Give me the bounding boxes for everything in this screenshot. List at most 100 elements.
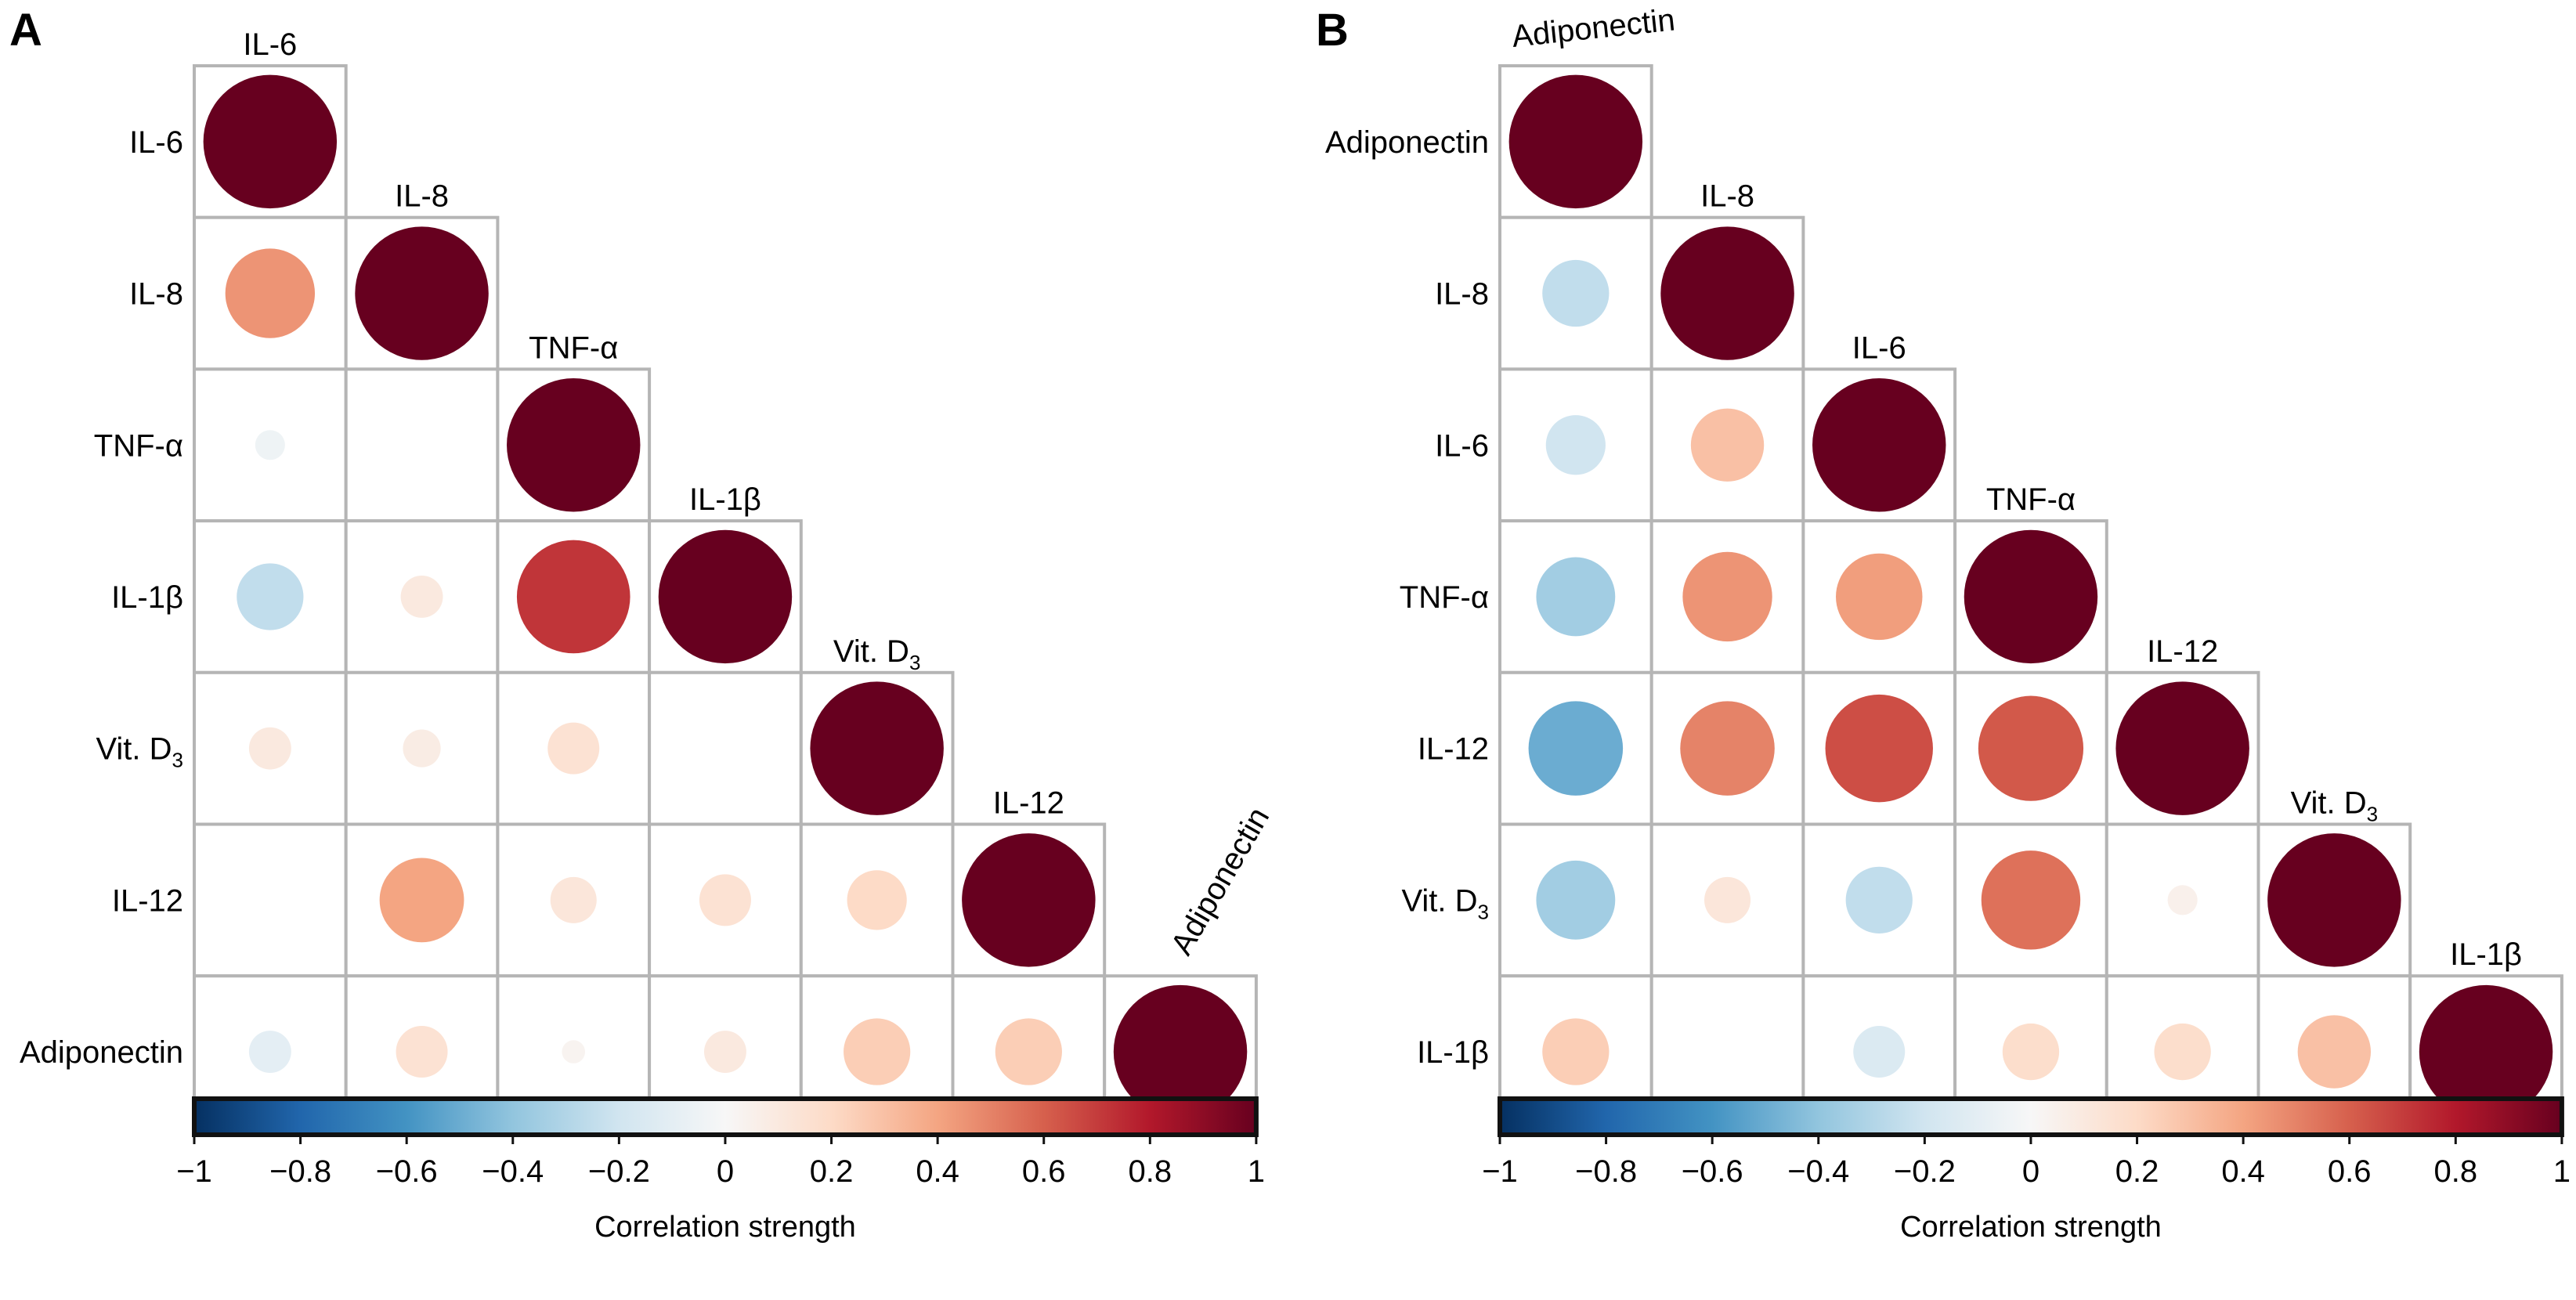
correlation-circle <box>1660 226 1794 360</box>
correlation-circle <box>2419 984 2553 1119</box>
correlation-circle <box>403 729 441 767</box>
column-label: TNF-α <box>1986 482 2076 517</box>
colorbar-tick-label: 0.2 <box>2115 1154 2159 1189</box>
row-label: IL-6 <box>129 125 183 160</box>
correlation-circle <box>658 529 793 664</box>
row-label: IL-1β <box>111 580 183 615</box>
colorbar-tick-label: 0.8 <box>2434 1154 2478 1189</box>
column-label: TNF-α <box>529 330 618 365</box>
colorbar-tick-label: 0 <box>2022 1154 2039 1189</box>
row-label: IL-8 <box>129 277 183 312</box>
correlation-circle <box>237 563 304 630</box>
colorbar-tick-label: 0.6 <box>1022 1154 1066 1189</box>
column-label: IL-12 <box>993 786 1064 821</box>
column-label: Adiponectin <box>1165 802 1277 961</box>
colorbar-tick-label: −0.2 <box>1894 1154 1956 1189</box>
column-label-main: Adiponectin <box>1165 802 1277 961</box>
colorbar-title: Correlation strength <box>1900 1211 2162 1244</box>
column-label: Vit. D3 <box>833 634 921 674</box>
row-label-main: IL-1β <box>111 580 183 615</box>
correlation-circle <box>1978 695 2084 801</box>
correlation-circle <box>995 1018 1062 1085</box>
correlation-circle <box>1680 701 1775 796</box>
circles-a <box>203 74 1248 1119</box>
colorbar <box>1498 1096 2564 1137</box>
correlation-circle <box>1682 551 1772 642</box>
circles-b <box>1508 74 2553 1119</box>
column-label-main: IL-6 <box>1852 330 1906 365</box>
correlation-circle <box>1690 408 1765 482</box>
column-label-main: IL-1β <box>689 482 761 517</box>
column-label-main: IL-12 <box>2147 634 2218 669</box>
correlation-circle <box>400 575 443 618</box>
correlation-circle <box>396 1026 448 1078</box>
correlation-circle <box>1704 876 1751 923</box>
correlation-circle <box>1528 701 1624 796</box>
row-label: Adiponectin <box>20 1035 183 1070</box>
grid-cell <box>344 367 500 523</box>
column-label: IL-8 <box>1700 179 1754 214</box>
row-label: IL-6 <box>1435 428 1489 463</box>
row-label-main: Vit. D <box>1401 883 1477 918</box>
column-label-main: IL-8 <box>1700 179 1754 214</box>
correlation-circle <box>1964 529 2098 664</box>
column-label-main: TNF-α <box>1986 482 2076 517</box>
column-label-main: Vit. D <box>2291 786 2367 821</box>
colorbar-tick-label: 0.2 <box>810 1154 854 1189</box>
grid-cell <box>648 670 803 826</box>
column-label-main: Adiponectin <box>1510 2 1677 54</box>
row-label: IL-12 <box>1418 732 1489 767</box>
colorbar-tick-label: −0.2 <box>588 1154 650 1189</box>
correlation-circle <box>844 1018 911 1085</box>
correlation-circle <box>2002 1023 2060 1081</box>
column-label: Adiponectin <box>1510 2 1677 54</box>
row-label: Vit. D3 <box>1401 883 1489 923</box>
correlation-circle <box>547 722 600 775</box>
row-label: Adiponectin <box>1325 125 1489 160</box>
correlation-circle <box>248 1031 291 1074</box>
row-label: IL-12 <box>112 883 183 918</box>
row-label-main: IL-6 <box>1435 428 1489 463</box>
row-label-subscript: 3 <box>172 749 183 772</box>
correlation-circle <box>1853 1026 1906 1078</box>
colorbar-tick-label: 0.8 <box>1129 1154 1172 1189</box>
colorbar-tick-label: 1 <box>2553 1154 2571 1189</box>
colorbar-tick-label: −0.4 <box>482 1154 544 1189</box>
colorbar-tick-label: −1 <box>1482 1154 1518 1189</box>
colorbar-tick-label: −1 <box>176 1154 212 1189</box>
colorbar-tick-label: −0.8 <box>269 1154 331 1189</box>
correlation-circle <box>2267 833 2401 967</box>
correlation-circle <box>1981 850 2081 950</box>
row-label: IL-1β <box>1417 1035 1489 1070</box>
correlation-circle <box>550 876 597 923</box>
correlation-circle <box>1113 984 1248 1119</box>
colorbar-tick-label: −0.6 <box>1682 1154 1743 1189</box>
row-label-main: IL-1β <box>1417 1035 1489 1070</box>
colorbar-tick-label: 0.6 <box>2328 1154 2372 1189</box>
correlation-circle <box>516 540 630 654</box>
column-label: IL-6 <box>1852 330 1906 365</box>
correlation-circle <box>810 681 944 815</box>
column-label: Vit. D3 <box>2291 786 2379 826</box>
colorbar <box>192 1096 1259 1137</box>
correlation-circle <box>699 874 751 926</box>
panel-letter-a: A <box>9 5 42 56</box>
row-label: IL-8 <box>1435 277 1489 312</box>
row-label: TNF-α <box>94 428 183 463</box>
correlation-circle <box>1536 860 1616 940</box>
correlation-circle <box>507 378 641 512</box>
column-label-main: IL-1β <box>2450 937 2522 972</box>
column-label: IL-1β <box>689 482 761 517</box>
correlation-circle <box>703 1031 746 1074</box>
correlation-circle <box>1536 557 1616 637</box>
row-label-main: IL-8 <box>1435 277 1489 312</box>
colorbar-tick-label: 0.4 <box>916 1154 959 1189</box>
row-label-subscript: 3 <box>1478 900 1489 923</box>
row-label-main: TNF-α <box>1400 580 1489 615</box>
correlation-circle <box>355 226 489 360</box>
column-label: IL-12 <box>2147 634 2218 669</box>
correlation-circle <box>2167 885 2198 915</box>
column-label-main: IL-6 <box>243 27 297 62</box>
grid-cell <box>344 519 500 674</box>
